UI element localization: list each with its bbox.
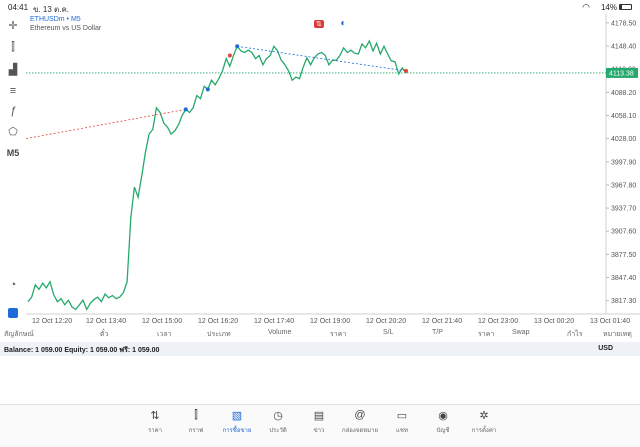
x-tick-label: 12 Oct 13:40 <box>86 318 126 324</box>
tab-settings[interactable]: ✲ การตั้งค่า <box>464 409 504 435</box>
x-tick-label: 12 Oct 23:00 <box>478 318 518 324</box>
tab-chat[interactable]: ▭ แชท <box>382 409 422 435</box>
price-line <box>27 39 407 311</box>
balance-currency: USD <box>598 345 613 352</box>
y-tick-label: 4058.10 <box>611 113 636 120</box>
settings-icon: ✲ <box>479 410 489 422</box>
bottom-tab-bar: ⇅ ราคา ⫿ กราฟ ▧ การซื้อขาย ◷ ประวัติ ▤ ข… <box>0 404 640 447</box>
y-tick-label: 3937.70 <box>611 206 636 213</box>
tab-mailbox[interactable]: @ กล่องจดหมาย <box>341 409 379 434</box>
x-tick-label: 12 Oct 15:00 <box>142 318 182 324</box>
trade-marker <box>227 53 232 58</box>
trade-table-header: สัญลักษณ์ ตั๋ว เวลา ประเภท Volume ราคา S… <box>0 326 640 340</box>
signal-icon[interactable]: ◐ <box>340 18 347 29</box>
col-tp: T/P <box>432 329 443 336</box>
lines-icon[interactable]: ≡ <box>9 85 17 97</box>
chart-title: ETHUSDm • M5 Ethereum vs US Dollar <box>30 15 101 33</box>
col-swap: Swap <box>512 329 530 336</box>
chart-symbol: ETHUSDm • M5 <box>30 16 81 23</box>
sell-flag-icon[interactable]: ⇅ <box>314 20 324 28</box>
account-icon: ◉ <box>438 410 448 422</box>
battery-icon <box>619 4 632 10</box>
tab-account[interactable]: ◉ บัญชี <box>423 409 463 435</box>
history-icon: ◷ <box>273 410 283 422</box>
col-time: เวลา <box>157 331 172 338</box>
chart-settings-icon[interactable]: ◔ <box>9 279 17 291</box>
current-price-label: 4113.38 <box>609 70 634 77</box>
status-date: ข. 13 ต.ค. <box>33 5 70 14</box>
x-tick-label: 12 Oct 12:20 <box>32 318 72 324</box>
x-tick-label: 13 Oct 00:20 <box>534 318 574 324</box>
trade-icon: ▧ <box>231 410 243 422</box>
y-tick-label: 4148.40 <box>611 44 636 51</box>
chart-icon: ⫿ <box>194 409 198 421</box>
tab-quotes[interactable]: ⇅ ราคา <box>135 409 175 435</box>
trade-line-sell <box>25 108 186 140</box>
one-click-trade-icon[interactable] <box>4 304 22 322</box>
col-comment: หมายเหตุ <box>603 331 632 338</box>
y-tick-label: 4088.20 <box>611 90 636 97</box>
chart-description: Ethereum vs US Dollar <box>30 25 102 32</box>
y-tick-label: 4178.50 <box>611 20 636 27</box>
x-tick-label: 12 Oct 17:40 <box>254 318 294 324</box>
y-tick-label: 3877.50 <box>611 252 636 259</box>
trade-marker <box>235 44 240 49</box>
candles-icon[interactable]: ⫿ <box>11 40 15 53</box>
balance-summary: Balance: 1 059.00 Equity: 1 059.00 ฟรี: … <box>4 347 160 354</box>
x-tick-label: 12 Oct 16:20 <box>198 318 238 324</box>
battery-percent: 14% <box>600 3 617 12</box>
y-tick-label: 3847.40 <box>611 275 636 282</box>
crosshair-icon[interactable]: ✛ <box>8 19 18 32</box>
status-time: 04:41 <box>8 3 29 12</box>
status-bar: 04:41 ข. 13 ต.ค. ◠ 14% <box>0 0 640 14</box>
col-price: ราคา <box>330 331 347 338</box>
current-price-tag <box>606 67 638 78</box>
quotes-icon: ⇅ <box>150 410 160 422</box>
col-symbol: สัญลักษณ์ <box>4 331 34 338</box>
trade-marker <box>205 87 210 92</box>
x-tick-label: 13 Oct 01:40 <box>590 318 630 324</box>
chart-toolbar: ✛ ⫿ ▟ ≡ ƒ ⬠ M5 ◔ <box>0 14 26 324</box>
timeframe-button[interactable]: M5 <box>6 148 20 158</box>
trade-marker <box>183 107 188 112</box>
tab-history[interactable]: ◷ ประวัติ <box>258 409 298 435</box>
x-tick-label: 12 Oct 19:00 <box>310 318 350 324</box>
news-icon: ▤ <box>313 410 325 422</box>
balance-bar: Balance: 1 059.00 Equity: 1 059.00 ฟรี: … <box>0 342 640 356</box>
price-chart[interactable]: ETHUSDm • M5 Ethereum vs US Dollar ⇅ ◐ 4… <box>25 14 640 325</box>
col-ticket: ตั๋ว <box>100 331 109 338</box>
indicators-icon[interactable]: ▟ <box>8 63 18 76</box>
mailbox-icon: @ <box>354 409 366 421</box>
y-tick-label: 3817.30 <box>611 298 636 305</box>
y-tick-label: 4028.00 <box>611 136 636 143</box>
col-profit: กำไร <box>567 331 583 338</box>
tab-chart[interactable]: ⫿ กราฟ <box>176 409 216 435</box>
x-tick-label: 12 Oct 21:40 <box>422 318 462 324</box>
col-sl: S/L <box>383 329 394 336</box>
tab-news[interactable]: ▤ ข่าว <box>299 409 339 435</box>
trade-marker <box>404 68 408 73</box>
col-price-current: ราคา <box>478 331 495 338</box>
trade-line-buy <box>237 45 407 72</box>
function-icon[interactable]: ƒ <box>9 105 17 117</box>
tab-trade[interactable]: ▧ การซื้อขาย <box>217 409 257 435</box>
wifi-icon: ◠ <box>582 2 590 12</box>
x-tick-label: 12 Oct 20:20 <box>366 318 406 324</box>
y-tick-label: 3907.60 <box>611 229 636 236</box>
y-tick-label: 3967.80 <box>611 182 636 189</box>
chat-icon: ▭ <box>396 410 408 422</box>
col-volume: Volume <box>268 329 292 336</box>
y-tick-label: 3997.90 <box>611 159 636 166</box>
col-type: ประเภท <box>207 331 231 338</box>
shapes-icon[interactable]: ⬠ <box>8 125 18 138</box>
chart-canvas[interactable]: 4178.504148.404118.304088.204058.104028.… <box>25 14 640 325</box>
